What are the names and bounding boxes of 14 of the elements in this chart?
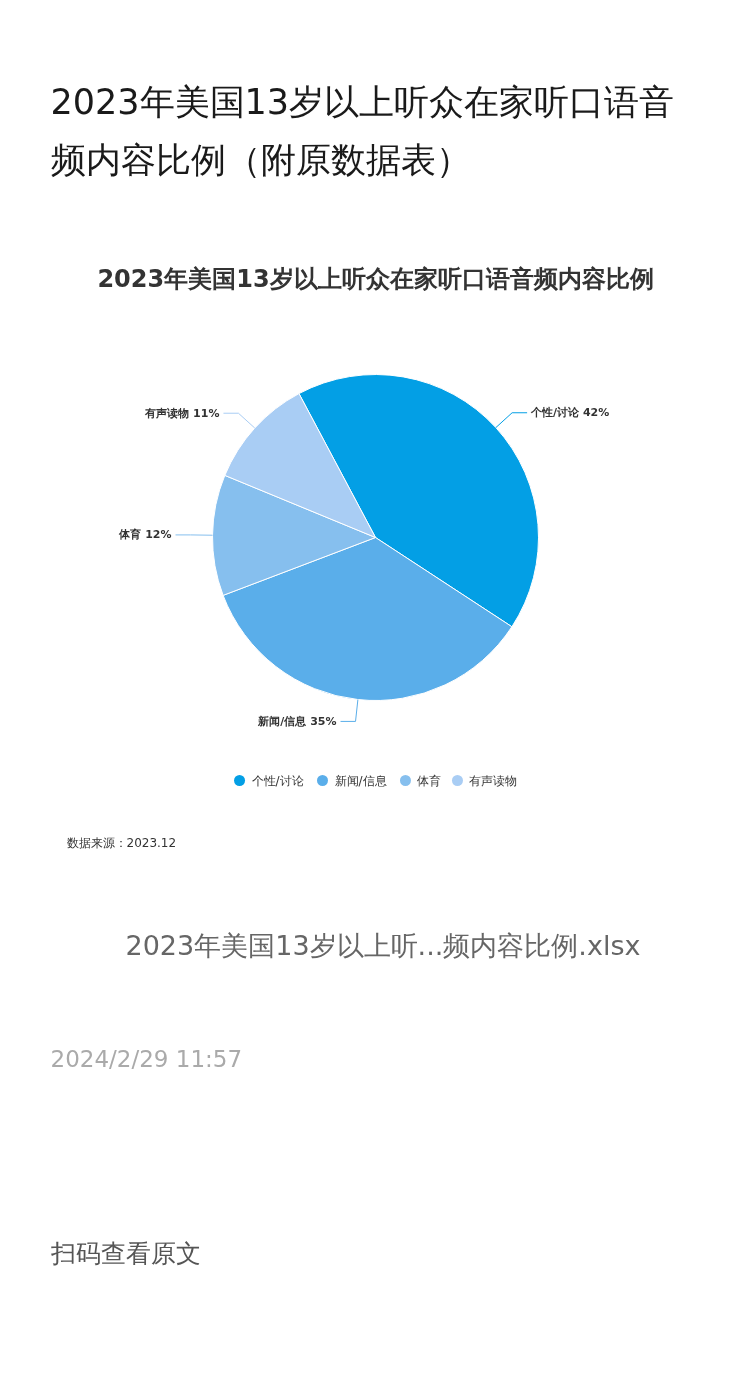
data-label: 有声读物 11% — [144, 406, 220, 420]
source-note: 数据来源：2023.12 — [66, 835, 177, 850]
data-label: 个性/讨论 42% — [530, 406, 610, 420]
data-label: 体育 12% — [118, 528, 172, 542]
legend-label: 新闻/信息 — [334, 773, 387, 788]
text: 2024/2/29 11:57 — [50, 1045, 243, 1072]
text: 2023年美国13岁以上听...频内容比例.xlsx — [125, 930, 641, 961]
chart-title: 2023年美国13岁以上听众在家听口语音频内容比例 — [97, 264, 654, 293]
legend-label: 体育 — [417, 773, 442, 788]
legend-label: 个性/讨论 — [251, 773, 304, 788]
data-label: 新闻/信息 35% — [257, 714, 337, 728]
text: 2023年美国13岁以上听众在家听口语音频内容比例（附原数据表） — [50, 81, 675, 180]
text: 扫码查看原文 — [49, 1239, 201, 1268]
legend-label: 有声读物 — [469, 773, 518, 788]
